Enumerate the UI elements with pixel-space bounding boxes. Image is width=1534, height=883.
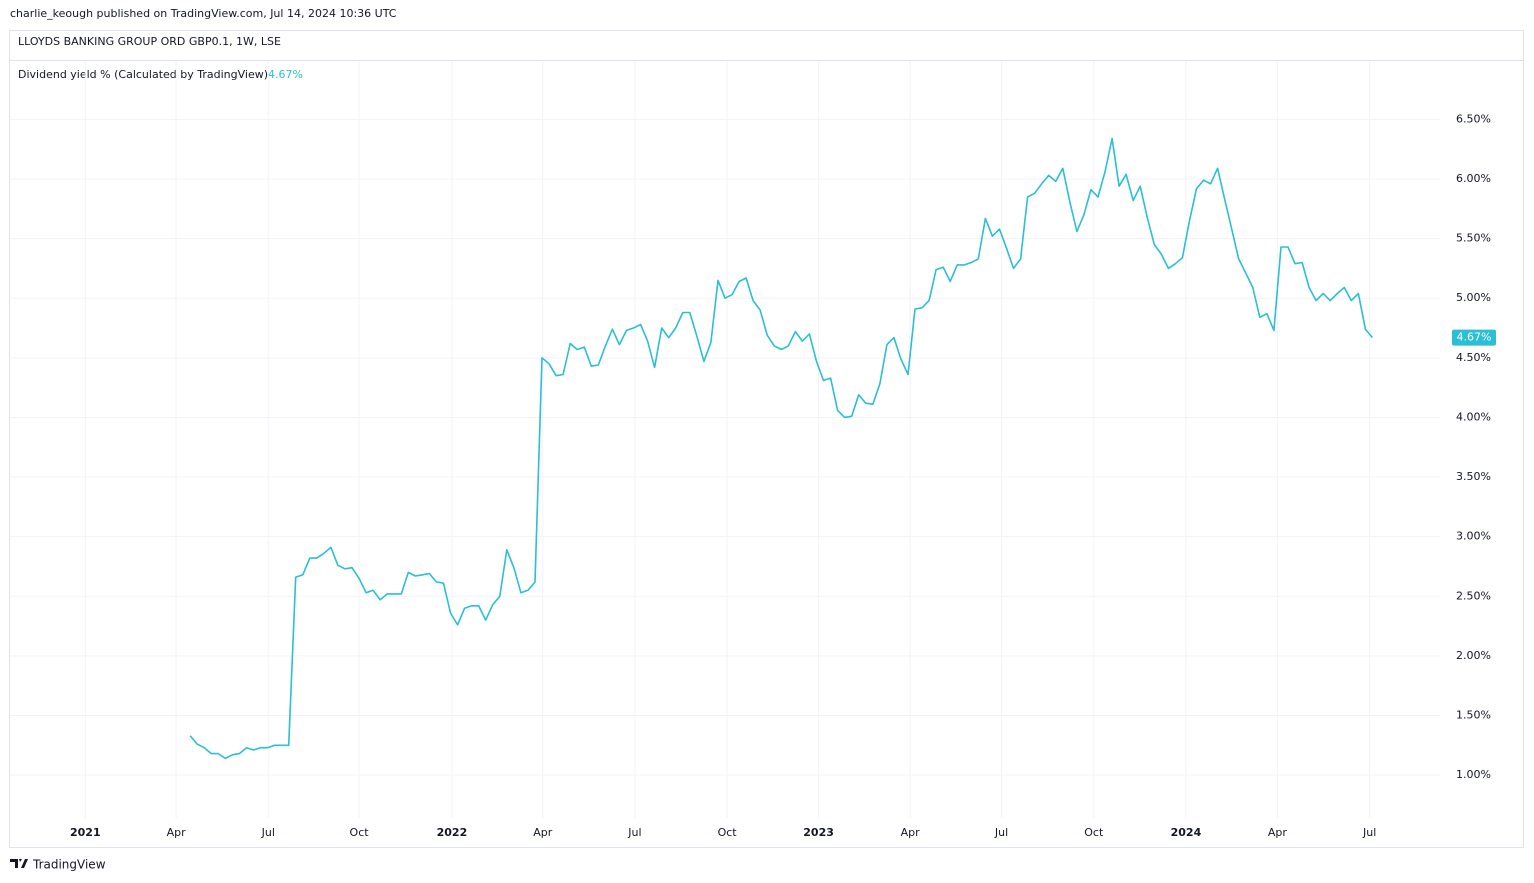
- frame: [9, 30, 1524, 848]
- y-tick-label: 3.00%: [1456, 530, 1491, 543]
- y-tick-label: 6.50%: [1456, 112, 1491, 125]
- legend-name: Dividend yield % (Calculated by TradingV…: [18, 68, 268, 81]
- y-tick-label: 2.50%: [1456, 589, 1491, 602]
- last-value-label: 4.67%: [1457, 331, 1492, 344]
- symbol: LLOYDS BANKING GROUP ORD GBP0.1, 1W, LSE: [18, 35, 281, 48]
- x-tick-label: Jul: [627, 826, 641, 839]
- brand-logo: [10, 859, 28, 868]
- y-tick-label: 5.00%: [1456, 291, 1491, 304]
- x-tick-label: Apr: [533, 826, 553, 839]
- x-tick-label: Oct: [350, 826, 370, 839]
- x-tick-label: 2023: [803, 826, 834, 839]
- y-tick-label: 4.50%: [1456, 351, 1491, 364]
- publisher: charlie_keough published on TradingView.…: [10, 7, 397, 20]
- y-tick-label: 5.50%: [1456, 232, 1491, 245]
- x-tick-label: Jul: [994, 826, 1008, 839]
- x-tick-label: Jul: [1362, 826, 1376, 839]
- y-tick-label: 1.00%: [1456, 768, 1491, 781]
- x-tick-label: 2022: [437, 826, 468, 839]
- y-tick-label: 3.50%: [1456, 470, 1491, 483]
- x-tick-label: Oct: [1084, 826, 1104, 839]
- last-value-badge: [1452, 329, 1496, 346]
- y-tick-label: 2.00%: [1456, 649, 1491, 662]
- y-tick-label: 1.50%: [1456, 708, 1491, 721]
- x-tick-label: Apr: [1268, 826, 1288, 839]
- series-line: [189, 137, 1374, 760]
- x-tick-label: Apr: [167, 826, 187, 839]
- x-tick-label: 2024: [1171, 826, 1202, 839]
- y-tick-label: 6.00%: [1456, 172, 1491, 185]
- y-tick-label: 4.00%: [1456, 410, 1491, 423]
- x-tick-label: 2021: [70, 826, 101, 839]
- x-tick-label: Oct: [718, 826, 738, 839]
- brand: TradingView: [32, 858, 106, 872]
- x-tick-label: Jul: [261, 826, 275, 839]
- x-tick-label: Apr: [901, 826, 921, 839]
- legend-value: 4.67%: [268, 68, 303, 81]
